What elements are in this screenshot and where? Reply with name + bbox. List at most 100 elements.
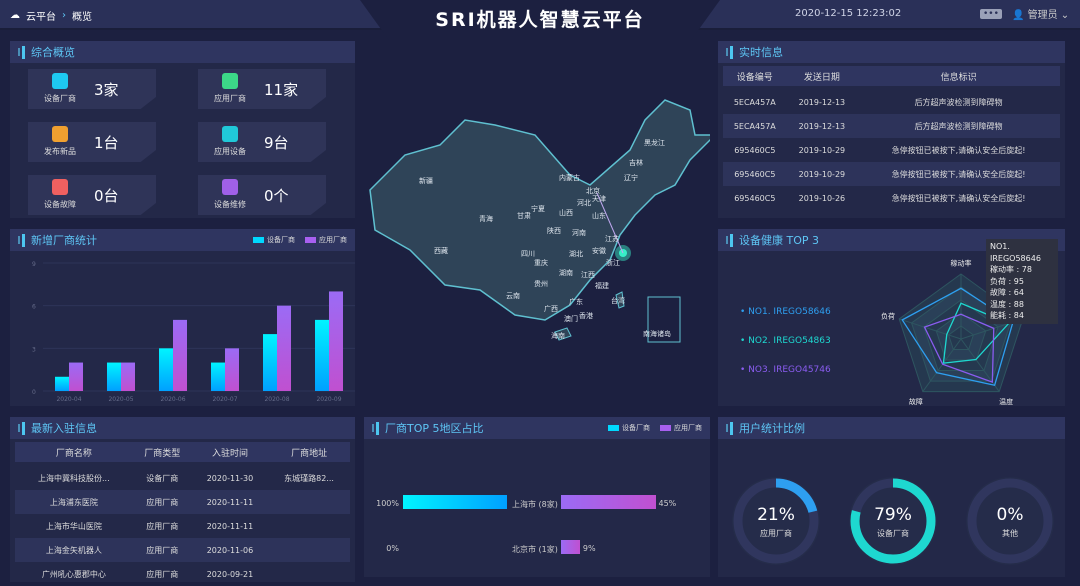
bar-device[interactable] [159,348,173,391]
table-row[interactable]: 5ECA457A 2019-12-13 后方超声波检测到障碍物 [723,90,1060,114]
panel-title: 厂商TOP 5地区占比 [385,422,484,435]
bar-device[interactable] [211,362,225,391]
table-cell: 5ECA457A [723,114,787,138]
column-header: 入驻时间 [191,442,269,462]
province-label[interactable]: 山西 [559,209,573,217]
radar-legend-item[interactable]: • NO1. IREGO58646 [740,307,831,317]
table-row[interactable]: 5ECA457A 2019-12-13 后方超声波检测到障碍物 [723,114,1060,138]
province-label[interactable]: 福建 [595,282,609,290]
province-label[interactable]: 黑龙江 [644,139,665,147]
bar-app[interactable] [561,495,656,509]
province-label[interactable]: 湖南 [559,269,573,277]
province-label[interactable]: 甘肃 [517,212,531,220]
province-label[interactable]: 浙江 [606,259,620,267]
bar-app[interactable] [561,540,580,554]
bar-device[interactable] [55,376,69,391]
bar-app[interactable] [277,305,291,391]
province-label[interactable]: 陕西 [547,227,561,235]
radar-legend-item[interactable]: • NO3. IREGO45746 [740,365,831,375]
section-icon [372,421,379,435]
table-row[interactable]: 695460C5 2019-10-26 急停按钮已被按下,请确认安全后旋起! [723,186,1060,210]
table-cell: 后方超声波检测到障碍物 [857,114,1060,138]
province-label[interactable]: 宁夏 [531,205,545,213]
province-label[interactable]: 南海诸岛 [643,330,671,338]
bar-app[interactable] [173,319,187,391]
table-row[interactable]: 695460C5 2019-10-29 急停按钮已被按下,请确认安全后旋起! [723,162,1060,186]
panel-title: 设备健康 TOP 3 [739,234,820,247]
province-label[interactable]: 内蒙古 [559,174,580,182]
province-label[interactable]: 天津 [592,195,606,203]
breadcrumb-home[interactable]: 云平台 [26,12,56,23]
bar-app[interactable] [329,291,343,391]
stat-card[interactable]: 发布新品 1台 [28,122,156,162]
bar-device[interactable] [263,334,277,391]
province-label[interactable]: 辽宁 [624,174,638,182]
stat-card[interactable]: 应用厂商 11家 [198,69,326,109]
radar-indicator-label: 稼动率 [951,258,972,267]
bar-device[interactable] [403,495,507,509]
table-row[interactable]: 上海金矢机器人 应用厂商 2020-11-06 [15,538,350,562]
stat-label: 设备维修 [214,200,246,209]
stat-value: 9台 [264,134,289,152]
legend-item[interactable]: 设备厂商 [253,235,295,245]
province-label[interactable]: 山东 [592,212,606,220]
x-tick-label: 2020-09 [316,396,341,403]
bar-chart: 0 3 6 9 2020-04 2020-05 2020-06 2020-07 2020-08 2… [32,261,355,403]
column-header: 厂商类型 [132,442,192,462]
alarm-icon [52,179,68,195]
table-row[interactable]: 上海市华山医院 应用厂商 2020-11-11 [15,514,350,538]
province-label[interactable]: 吉林 [629,159,643,167]
message-icon[interactable]: ••• [980,8,1002,19]
table-row[interactable]: 广州吼心惠郡中心 应用厂商 2020-09-21 [15,562,350,582]
province-label[interactable]: 河南 [572,229,586,237]
province-label[interactable]: 江苏 [605,235,619,243]
province-label[interactable]: 安徽 [592,247,606,255]
bar-app[interactable] [69,362,83,391]
user-menu[interactable]: 👤 管理员 ⌄ [1011,10,1070,21]
province-label[interactable]: 青海 [479,215,493,223]
stat-card[interactable]: 设备故障 0台 [28,175,156,215]
table-row[interactable]: 695460C5 2019-10-29 急停按钮已被按下,请确认安全后旋起! [723,138,1060,162]
province-label[interactable]: 广东 [569,298,583,306]
table-cell: 2019-10-29 [786,162,858,186]
legend-item[interactable]: 应用厂商 [305,235,347,245]
legend-item[interactable]: 应用厂商 [660,423,702,433]
table-row[interactable]: 上海浦东医院 应用厂商 2020-11-11 [15,490,350,514]
section-icon [18,421,25,435]
province-label[interactable]: 西藏 [434,247,448,255]
province-label[interactable]: 广西 [544,305,558,313]
province-label[interactable]: 台湾 [611,297,625,305]
province-label[interactable]: 贵州 [534,280,548,288]
bar-device[interactable] [315,319,329,391]
province-label[interactable]: 澳门 [564,315,578,323]
province-label[interactable]: 江西 [581,271,595,279]
donut-percent: 21% [757,505,795,525]
bar-device[interactable] [107,362,121,391]
province-label[interactable]: 四川 [521,250,535,258]
bar-app[interactable] [225,348,239,391]
bar-app[interactable] [121,362,135,391]
category-label: 北京市 (1家) [512,545,558,554]
province-label[interactable]: 重庆 [534,259,548,267]
province-label[interactable]: 新疆 [419,177,433,185]
radar-indicator-label: 故障 [909,397,923,406]
radar-series[interactable] [923,313,995,384]
stat-card[interactable]: 设备维修 0个 [198,175,326,215]
stat-value: 0个 [264,187,289,205]
legend-item[interactable]: 设备厂商 [608,423,650,433]
realtime-panel: 实时信息 设备编号 发送日期 信息标识 5ECA457A 2019-12-13 后方超声波… [718,41,1065,218]
province-label[interactable]: 海南 [551,332,565,340]
province-label[interactable]: 北京 [586,187,600,195]
section-icon [726,421,733,435]
breadcrumb-current: 概览 [72,12,92,23]
province-label[interactable]: 香港 [579,312,593,320]
province-label[interactable]: 云南 [506,292,520,300]
radar-legend-item[interactable]: • NO2. IREGO54863 [740,336,831,346]
stat-card[interactable]: 应用设备 9台 [198,122,326,162]
panel-title: 新增厂商统计 [31,234,97,247]
stat-card[interactable]: 设备厂商 3家 [28,69,156,109]
province-label[interactable]: 湖北 [569,250,583,258]
table-cell: 695460C5 [734,145,776,155]
table-row[interactable]: 上海中冀科技股份... 设备厂商 2020-11-30 东城瑾路82... [15,466,350,490]
province-label[interactable]: 河北 [577,199,591,207]
